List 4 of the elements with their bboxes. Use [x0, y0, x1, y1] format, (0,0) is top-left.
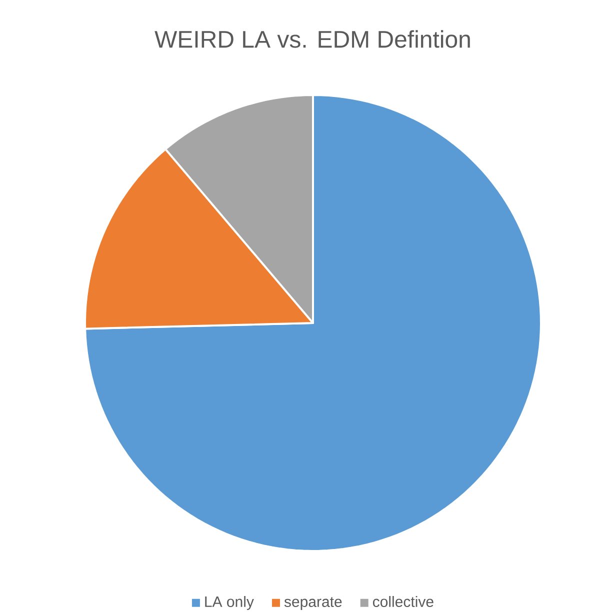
chart-title: WEIRD LA vs. EDM Defintion — [154, 30, 470, 48]
legend-label: separate — [284, 597, 342, 610]
legend-label: collective — [372, 596, 434, 608]
legend-label: LA only — [205, 596, 254, 610]
